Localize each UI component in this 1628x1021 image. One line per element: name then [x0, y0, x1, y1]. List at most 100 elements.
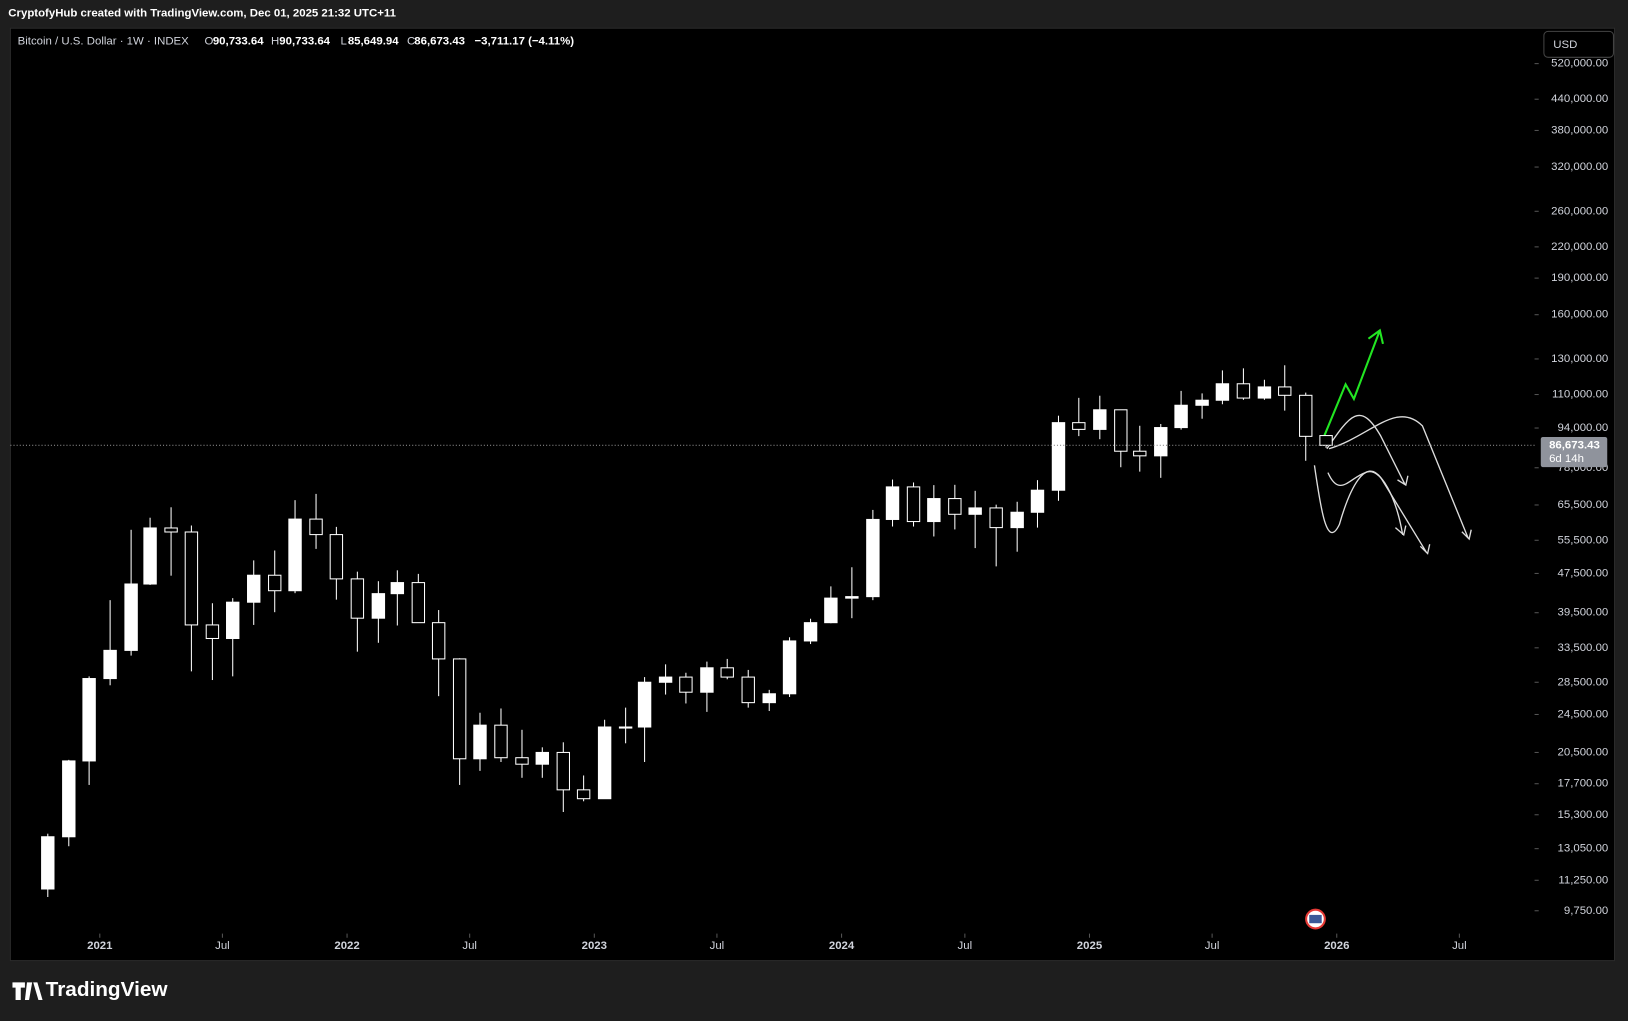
currency: USD	[1553, 39, 1577, 51]
y-tick-label: 15,300.00	[1558, 809, 1609, 821]
x-tick-label: Jul	[958, 940, 973, 952]
candle-body	[1319, 435, 1333, 446]
y-tick-label: 17,700.00	[1558, 778, 1609, 790]
y-tick-label: 440,000.00	[1551, 93, 1608, 105]
y-tick-label: 24,500.00	[1558, 708, 1609, 720]
candle-body	[371, 593, 386, 619]
x-tick-label: 2024	[829, 940, 855, 952]
drawings	[1313, 328, 1472, 555]
ohlc-label: H	[271, 36, 279, 48]
candle-body	[494, 724, 508, 759]
candle-body	[1195, 399, 1209, 406]
candle-body	[803, 622, 818, 642]
candle-body	[62, 760, 76, 838]
ohlc-value: 86,673.43	[414, 36, 465, 48]
candle-body	[637, 681, 652, 728]
candle-body	[1299, 394, 1313, 437]
ohlc-label: L	[341, 36, 347, 48]
x-tick-label: 2025	[1077, 940, 1103, 952]
candle-body	[1093, 409, 1107, 430]
candle-body	[1114, 409, 1128, 452]
candle-body	[452, 658, 467, 760]
candle-body	[309, 518, 323, 536]
candle-body	[866, 518, 880, 598]
candle-body	[535, 751, 550, 765]
y-tick-label: 20,500.00	[1558, 746, 1609, 758]
x-tick-label: 2023	[582, 940, 607, 952]
candle-body	[350, 578, 365, 619]
logo: TradingView	[12, 978, 168, 1001]
candle-body	[124, 583, 138, 651]
y-tick-label: 55,500.00	[1558, 534, 1609, 546]
y-tick-label: 190,000.00	[1551, 272, 1608, 284]
y-tick-label: 47,500.00	[1558, 567, 1609, 579]
credit: CryptofyHub created with TradingView.com…	[8, 8, 396, 20]
ohlc-value: 90,733.64	[213, 36, 264, 48]
x-tick-label: Jul	[215, 940, 230, 952]
candle-body	[1174, 404, 1188, 429]
symbol: Bitcoin / U.S. Dollar · 1W · INDEX	[18, 36, 190, 48]
plot: 520,000.00 440,000.00 380,000.00 320,000.00…	[10, 58, 1608, 952]
candle-body	[247, 574, 261, 603]
candle-body	[1236, 383, 1251, 399]
candle-body	[948, 498, 962, 515]
y-tick-label: 9,750.00	[1564, 905, 1608, 917]
candle-body	[885, 486, 900, 520]
drawing-up	[1319, 328, 1384, 445]
candle-body	[1257, 386, 1272, 399]
candle-body	[597, 726, 612, 800]
candle-body	[184, 531, 199, 626]
y-tick-label: 13,050.00	[1558, 843, 1609, 855]
flag	[1309, 914, 1322, 924]
event-icon[interactable]	[1305, 908, 1326, 930]
x-tick-label: Jul	[1452, 940, 1467, 952]
y-tick-label: 380,000.00	[1551, 124, 1608, 136]
x-tick-label: 2022	[334, 940, 359, 952]
x-tick-label: Jul	[710, 940, 725, 952]
y-tick-label: 65,500.00	[1558, 499, 1609, 511]
candle-body	[927, 498, 941, 523]
candle-body	[82, 678, 96, 762]
candle-body	[329, 534, 344, 580]
countdown: 6d 14h	[1549, 453, 1584, 465]
candle-body	[41, 836, 55, 890]
currency-button[interactable]	[1543, 30, 1614, 58]
candle-body	[762, 693, 776, 704]
logo-mark	[12, 982, 43, 1001]
candle-body	[1154, 427, 1168, 457]
candle-body	[411, 582, 426, 624]
candle-body	[576, 789, 591, 800]
drawing	[1313, 465, 1431, 555]
candle-body	[205, 624, 220, 640]
candle-body	[782, 640, 797, 695]
candle-body	[288, 518, 302, 592]
candle-body	[989, 507, 1003, 529]
y-tick-label: 320,000.00	[1551, 161, 1608, 173]
candle-body	[164, 527, 178, 533]
chart-pane	[9, 27, 1616, 962]
candle-body	[515, 757, 529, 765]
candle-body	[679, 676, 693, 693]
candle-body	[968, 507, 982, 515]
candle-body	[720, 667, 734, 678]
ohlc-label: C	[407, 36, 415, 48]
logo-text: TradingView	[46, 978, 169, 1001]
candle-body	[1278, 386, 1292, 396]
candle-body	[143, 527, 157, 585]
candle-body	[906, 486, 921, 523]
y-tick-label: 520,000.00	[1551, 58, 1608, 70]
ohlc-value: 90,733.64	[279, 36, 330, 48]
drawing	[1328, 416, 1472, 541]
y-tick-label: 260,000.00	[1551, 205, 1608, 217]
candle-body	[824, 597, 838, 624]
drawing	[1326, 414, 1409, 487]
y-tick-label: 220,000.00	[1551, 241, 1608, 253]
y-tick-label: 39,500.00	[1558, 607, 1609, 619]
y-tick-label: 160,000.00	[1551, 309, 1608, 321]
candle-body	[658, 676, 673, 683]
candle-body	[103, 649, 117, 680]
candle-body	[1215, 383, 1230, 401]
price-label-box	[1540, 437, 1608, 468]
